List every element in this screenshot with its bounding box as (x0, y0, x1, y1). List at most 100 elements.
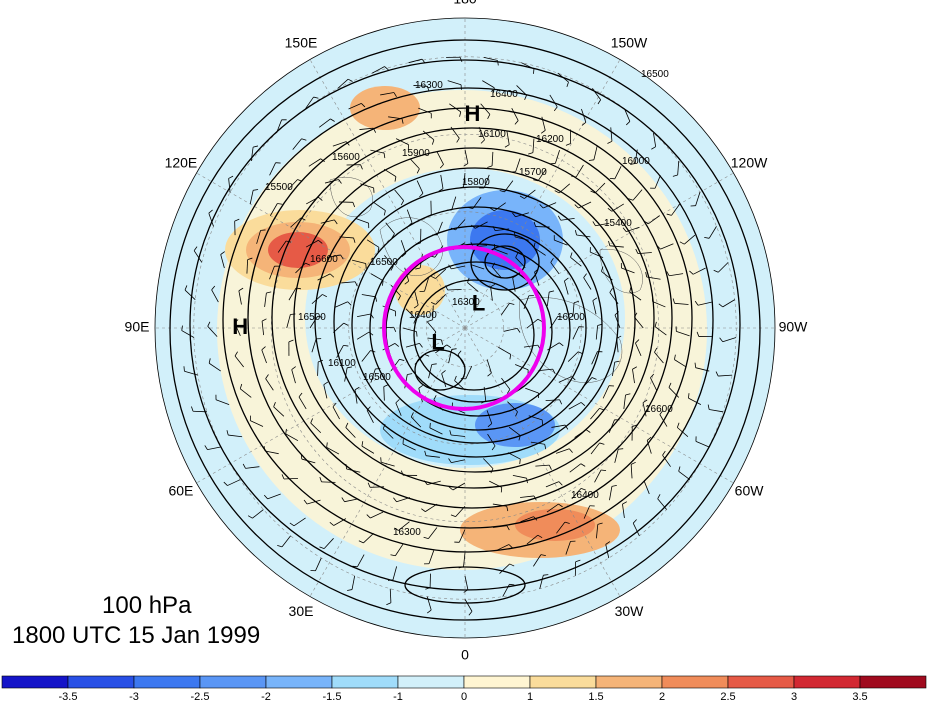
wind-barb-staff (292, 138, 302, 150)
wind-barb-staff (528, 415, 543, 421)
wind-barb-staff (208, 213, 214, 227)
wind-barb-feather (540, 130, 546, 134)
wind-barb-feather (591, 377, 597, 380)
wind-barb-feather (425, 587, 431, 590)
wind-barb-feather (326, 442, 328, 448)
wind-barb-feather (263, 445, 266, 452)
pressure-center-h: H (464, 101, 480, 126)
wind-barb-feather (450, 227, 456, 231)
wind-barb-staff (616, 338, 619, 353)
wind-barb-staff (436, 151, 444, 165)
wind-barb-staff (622, 504, 625, 519)
wind-barb-staff (650, 377, 657, 391)
wind-barb-feather (694, 300, 699, 306)
wind-barb-feather (646, 436, 652, 441)
wind-barb-feather (323, 381, 329, 386)
wind-barb-feather (643, 477, 649, 482)
wind-barb-staff (346, 468, 361, 473)
wind-barb-feather (441, 370, 446, 374)
positive-anomaly-pacific-core (515, 509, 595, 541)
wind-barb-staff (261, 321, 265, 336)
wind-barb-feather (539, 204, 544, 209)
wind-barb-staff (688, 397, 702, 405)
wind-barb-feather (365, 263, 367, 269)
wind-barb-feather (330, 118, 335, 122)
wind-barb-staff (452, 482, 466, 491)
wind-barb-feather (651, 146, 656, 150)
wind-barb-feather (393, 497, 397, 502)
wind-barb-feather (609, 288, 613, 293)
wind-barb-staff (515, 158, 521, 172)
wind-barb-staff (486, 359, 492, 374)
wind-barb-staff (507, 401, 518, 413)
wind-barb-staff (564, 280, 569, 295)
wind-barb-staff (601, 271, 613, 281)
wind-barb-feather (285, 240, 292, 243)
wind-barb-feather (599, 442, 605, 445)
wind-barb-staff (269, 266, 275, 280)
wind-barb-feather (391, 233, 395, 239)
wind-barb-staff (298, 396, 307, 410)
wind-barb-staff (722, 337, 737, 343)
wind-barb-staff (427, 480, 441, 486)
wind-barb-feather (383, 210, 386, 216)
wind-barb-staff (363, 533, 374, 544)
wind-barb-staff (491, 151, 494, 166)
wind-barb-feather (580, 463, 586, 467)
wind-barb-feather (622, 501, 628, 505)
wind-barb-feather (181, 325, 183, 331)
contour-label: 16000 (622, 156, 650, 167)
wind-barb-feather (696, 331, 700, 337)
wind-barb-feather (654, 347, 658, 353)
highlight-circle (382, 245, 546, 411)
wind-barb-staff (558, 376, 572, 383)
wind-barb-feather (208, 209, 213, 214)
wind-barb-feather (718, 303, 724, 308)
wind-barb-feather (635, 339, 640, 344)
wind-barb-feather (193, 246, 198, 251)
wind-barb-feather (493, 87, 495, 93)
wind-barb-feather (544, 444, 547, 450)
wind-barb-feather (399, 358, 405, 361)
wind-barb-feather (608, 240, 611, 246)
colorbar-tick-label: 3 (791, 691, 797, 702)
wind-barb-feather (719, 337, 724, 342)
wind-barb-feather (423, 480, 428, 485)
wind-barb-staff (320, 219, 335, 224)
wind-barb-staff (405, 343, 420, 348)
colorbar: -3.5 -3 -2.5 -2 -1.5 -1 0 1 1.5 2 2.5 3 3.5 (1, 675, 927, 702)
wind-barb-staff (570, 256, 582, 267)
wind-barb-feather (382, 423, 386, 429)
wind-barb-staff (228, 178, 231, 193)
wind-barb-staff (676, 331, 690, 337)
wind-barb-feather (263, 494, 268, 500)
wind-barb-feather (625, 393, 631, 396)
wind-barb-feather (707, 404, 710, 410)
wind-barb-staff (614, 314, 621, 329)
colorbar-box (67, 675, 135, 689)
wind-barb-feather (642, 399, 648, 404)
wind-barb-feather (426, 214, 432, 218)
wind-barb-staff (632, 523, 640, 536)
meridian-line (464, 59, 621, 329)
wind-barb-staff (492, 525, 507, 528)
wind-barb-feather (228, 175, 234, 179)
wind-barb-feather (297, 179, 303, 182)
wind-barb-staff (184, 289, 196, 300)
wind-barb-feather (650, 373, 655, 378)
wind-barb-staff (409, 158, 420, 170)
wind-barb-staff (549, 94, 558, 108)
wind-barb-feather (688, 393, 690, 399)
wind-barb-staff (336, 345, 344, 358)
wind-barb-feather (419, 193, 424, 198)
wind-barb-feather (261, 318, 267, 322)
wind-barb-staff (413, 85, 428, 87)
wind-barb-staff (414, 354, 425, 365)
wind-barb-staff (432, 305, 434, 320)
wind-barb-staff (637, 252, 652, 254)
wind-barb-staff (646, 440, 652, 454)
wind-barb-staff (436, 221, 443, 236)
wind-barb-staff (695, 192, 701, 206)
wind-barb-feather (247, 257, 253, 261)
longitude-label: 60E (168, 483, 193, 499)
